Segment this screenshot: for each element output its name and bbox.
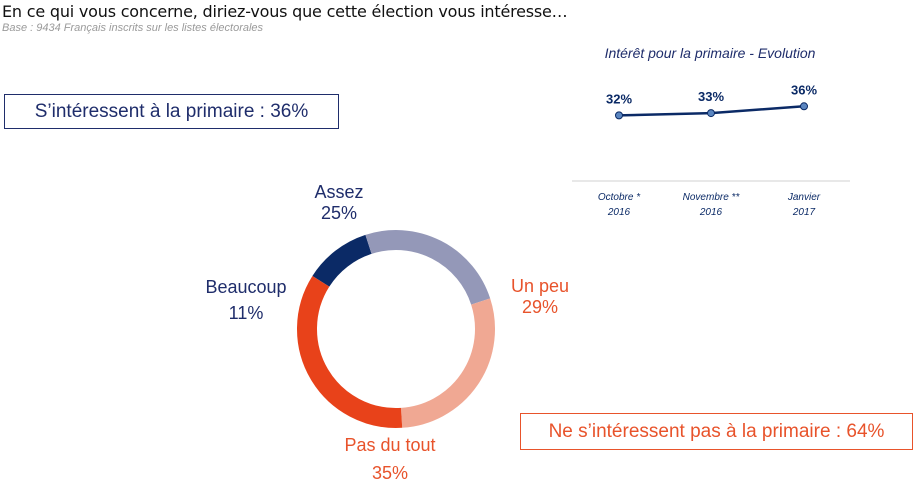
not-interested-summary-text: Ne s’intéressent pas à la primaire : 64% <box>548 420 885 442</box>
donut-label-pas-du-tout: Pas du tout 35% <box>315 435 465 484</box>
trend-point-3 <box>800 102 808 111</box>
donut-label-assez: Assez 25% <box>289 182 389 224</box>
trend-value-label-1: 32% <box>606 91 632 106</box>
trend-category-label-3-line-1: Janvier <box>787 192 821 203</box>
not-interested-summary-box: Ne s’intéressent pas à la primaire : 64% <box>520 413 913 450</box>
donut-label-beaucoup-value: 11% <box>228 303 264 323</box>
donut-label-assez-name: Assez <box>314 182 364 202</box>
trend-category-label-3-line-2: 2017 <box>792 207 816 218</box>
trend-chart: 32% 33% 36% Octobre * 2016 Novembre ** 2016 Jan… <box>572 82 850 218</box>
donut-label-un-peu-name: Un peu <box>510 276 570 296</box>
trend-category-label-2-line-2: 2016 <box>699 207 723 218</box>
donut-label-beaucoup: Beaucoup 11% <box>196 277 296 324</box>
interested-summary-text: S’intéressent à la primaire : 36% <box>34 100 309 122</box>
donut-chart <box>297 230 495 428</box>
base-note: Base : 9434 Français inscrits sur les li… <box>2 22 264 34</box>
trend-point-2 <box>707 109 715 118</box>
donut-slice-pas-du-tout <box>297 275 403 428</box>
trend-value-label-3: 36% <box>791 82 817 97</box>
donut-label-assez-value: 25% <box>320 203 358 223</box>
trend-category-label-1-line-2: 2016 <box>607 207 631 218</box>
donut-label-un-peu-value: 29% <box>521 297 559 317</box>
trend-category-label-1-line-1: Octobre * <box>598 192 641 203</box>
trend-value-label-2: 33% <box>698 89 724 104</box>
trend-category-label-2-line-1: Novembre ** <box>683 192 741 203</box>
interested-summary-box: S’intéressent à la primaire : 36% <box>4 94 339 129</box>
donut-slice-un-peu <box>400 298 495 428</box>
donut-label-beaucoup-name: Beaucoup <box>205 277 287 297</box>
trend-chart-title: Intérêt pour la primaire - Evolution <box>604 45 816 61</box>
donut-slice-assez <box>365 230 491 305</box>
question-title: En ce qui vous concerne, diriez-vous que… <box>2 2 568 21</box>
donut-slice-beaucoup <box>312 234 372 287</box>
donut-label-pas-du-tout-name: Pas du tout <box>344 435 436 455</box>
donut-label-un-peu: Un peu 29% <box>490 276 590 318</box>
donut-label-pas-du-tout-value: 35% <box>371 463 409 483</box>
trend-point-1 <box>615 111 623 120</box>
